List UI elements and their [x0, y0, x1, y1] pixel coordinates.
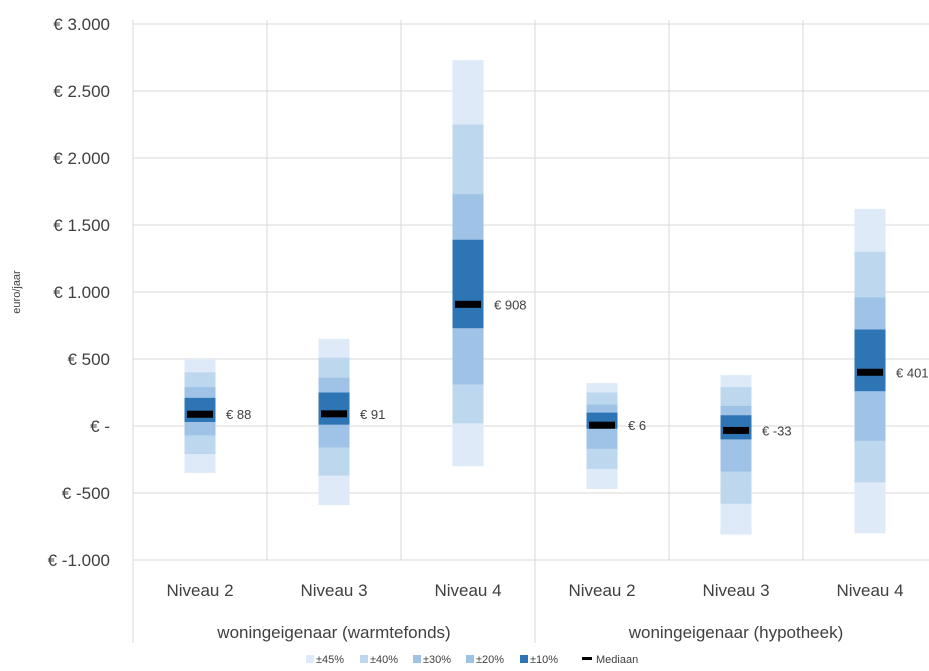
- range-boxes: € 88 € 91 € 908 € 6 € -33 € 401: [184, 60, 929, 535]
- range-box: € 908: [452, 60, 527, 467]
- group-label: woningeigenaar (warmtefonds): [216, 623, 450, 642]
- category-label: Niveau 4: [836, 581, 903, 600]
- range-box: € -33: [720, 375, 792, 535]
- range-box: € 88: [184, 359, 251, 473]
- y-tick-label: € 2.500: [53, 82, 110, 101]
- y-axis-label: euro/jaar: [11, 270, 23, 314]
- data-label: € 401: [896, 365, 929, 380]
- data-label: € 88: [226, 407, 251, 422]
- category-label: Niveau 3: [702, 581, 769, 600]
- legend-item: ±30%: [413, 654, 451, 666]
- legend-swatch: [520, 655, 528, 663]
- median-marker: [589, 421, 615, 429]
- legend-label: ±40%: [370, 654, 398, 666]
- category-separators: [132, 20, 804, 643]
- median-marker: [723, 426, 749, 434]
- range-band: [184, 397, 216, 422]
- legend-swatch: [582, 657, 592, 660]
- legend-item: ±45%: [306, 654, 344, 666]
- legend-label: ±30%: [423, 654, 451, 666]
- y-tick-label: € -500: [62, 484, 110, 503]
- group-label: woningeigenaar (hypotheek): [628, 623, 844, 642]
- y-tick-label: € 2.000: [53, 149, 110, 168]
- median-marker: [321, 410, 347, 418]
- y-tick-label: € 500: [67, 350, 110, 369]
- category-label: Niveau 2: [568, 581, 635, 600]
- x-axis-categories: Niveau 2 Niveau 3 Niveau 4 Niveau 2 Niveau 3…: [166, 581, 903, 600]
- category-label: Niveau 3: [300, 581, 367, 600]
- y-tick-label: € 1.000: [53, 283, 110, 302]
- gridlines: [133, 23, 929, 561]
- legend-label: Mediaan: [596, 654, 638, 666]
- y-axis-ticks: € 3.000 € 2.500 € 2.000 € 1.500 € 1.000 € 500…: [48, 15, 110, 570]
- y-tick-label: € -1.000: [48, 551, 110, 570]
- legend-item: ±20%: [466, 654, 504, 666]
- range-box: € 91: [318, 338, 385, 506]
- legend: ±45% ±40% ±30% ±20% ±10% Mediaan: [306, 654, 638, 666]
- range-band: [318, 392, 350, 425]
- data-label: € 6: [628, 418, 646, 433]
- legend-swatch: [413, 655, 421, 663]
- range-box: € 401: [854, 208, 929, 534]
- median-marker: [187, 410, 213, 418]
- legend-label: ±20%: [476, 654, 504, 666]
- legend-swatch: [306, 655, 314, 663]
- category-label: Niveau 2: [166, 581, 233, 600]
- legend-item: Mediaan: [582, 654, 638, 666]
- range-band: [452, 239, 484, 329]
- legend-label: ±10%: [530, 654, 558, 666]
- x-axis-groups: woningeigenaar (warmtefonds) woningeigena…: [216, 623, 843, 642]
- range-box: € 6: [586, 383, 646, 489]
- data-label: € 908: [494, 297, 527, 312]
- legend-swatch: [466, 655, 474, 663]
- legend-item: ±40%: [360, 654, 398, 666]
- category-label: Niveau 4: [434, 581, 501, 600]
- data-label: € -33: [762, 423, 792, 438]
- median-marker: [455, 300, 481, 308]
- range-band: [854, 329, 886, 392]
- legend-label: ±45%: [316, 654, 344, 666]
- legend-item: ±10%: [520, 654, 558, 666]
- median-marker: [857, 368, 883, 376]
- y-tick-label: € 3.000: [53, 15, 110, 34]
- data-label: € 91: [360, 407, 385, 422]
- legend-swatch: [360, 655, 368, 663]
- y-tick-label: € 1.500: [53, 216, 110, 235]
- y-tick-label: € -: [90, 417, 110, 436]
